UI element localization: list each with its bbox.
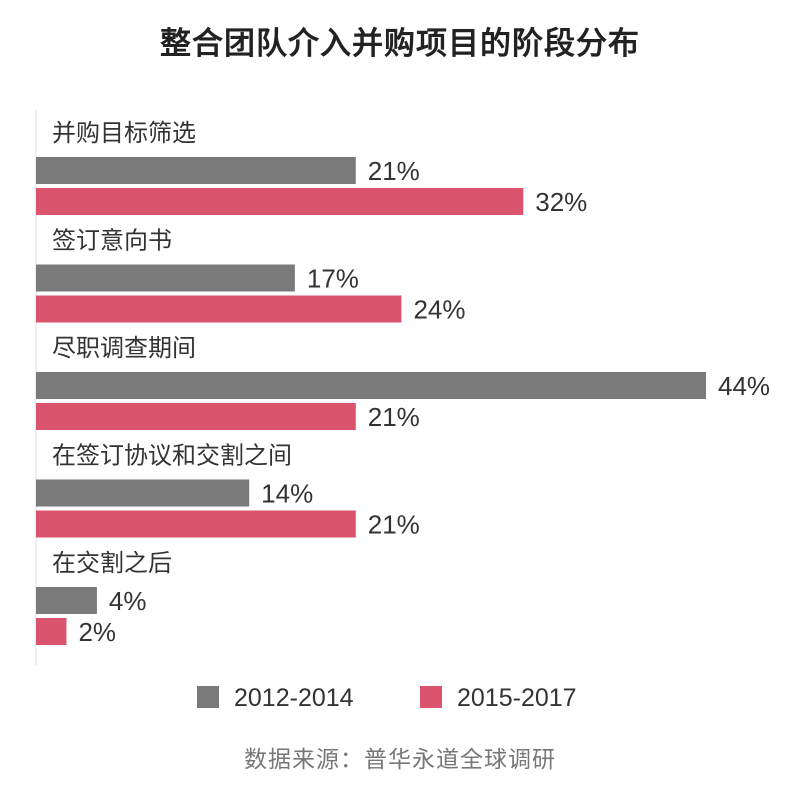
category-label: 并购目标筛选 — [52, 119, 196, 147]
value-label: 24% — [413, 295, 465, 325]
bar-2012-2014 — [36, 372, 706, 399]
legend-label: 2015-2017 — [457, 684, 577, 712]
legend: 2012-2014 2015-2017 — [197, 684, 577, 712]
bars-layer: 并购目标筛选 21% 32% 签订意向书 17% 24% 尽职调查期间 44% 21% 在签订协议… — [36, 119, 770, 647]
bar-2012-2014 — [36, 587, 97, 614]
source-note: 数据来源：普华永道全球调研 — [244, 747, 556, 773]
bar-2015-2017 — [36, 403, 356, 430]
bar-2012-2014 — [36, 479, 250, 507]
value-label: 21% — [368, 402, 420, 432]
bar-2015-2017 — [36, 188, 524, 215]
legend-label: 2012-2014 — [234, 684, 354, 712]
category-label: 签订意向书 — [52, 227, 172, 255]
legend-swatch — [197, 686, 219, 708]
bar-2012-2014 — [36, 157, 356, 184]
bar-2012-2014 — [36, 264, 295, 292]
category-label: 在交割之后 — [52, 549, 172, 577]
chart-title: 整合团队介入并购项目的阶段分布 — [160, 26, 640, 62]
value-label: 32% — [535, 187, 587, 217]
value-label: 17% — [307, 264, 359, 294]
bar-2015-2017 — [36, 618, 67, 645]
bar-2015-2017 — [36, 295, 402, 323]
value-label: 44% — [718, 371, 770, 401]
category-label: 尽职调查期间 — [52, 334, 196, 362]
value-label: 4% — [109, 586, 147, 616]
value-label: 2% — [78, 617, 116, 647]
value-label: 14% — [261, 479, 313, 509]
value-label: 21% — [368, 156, 420, 186]
value-label: 21% — [368, 510, 420, 540]
bar-2015-2017 — [36, 510, 356, 538]
legend-swatch — [420, 686, 442, 708]
category-label: 在签订协议和交割之间 — [52, 442, 292, 470]
